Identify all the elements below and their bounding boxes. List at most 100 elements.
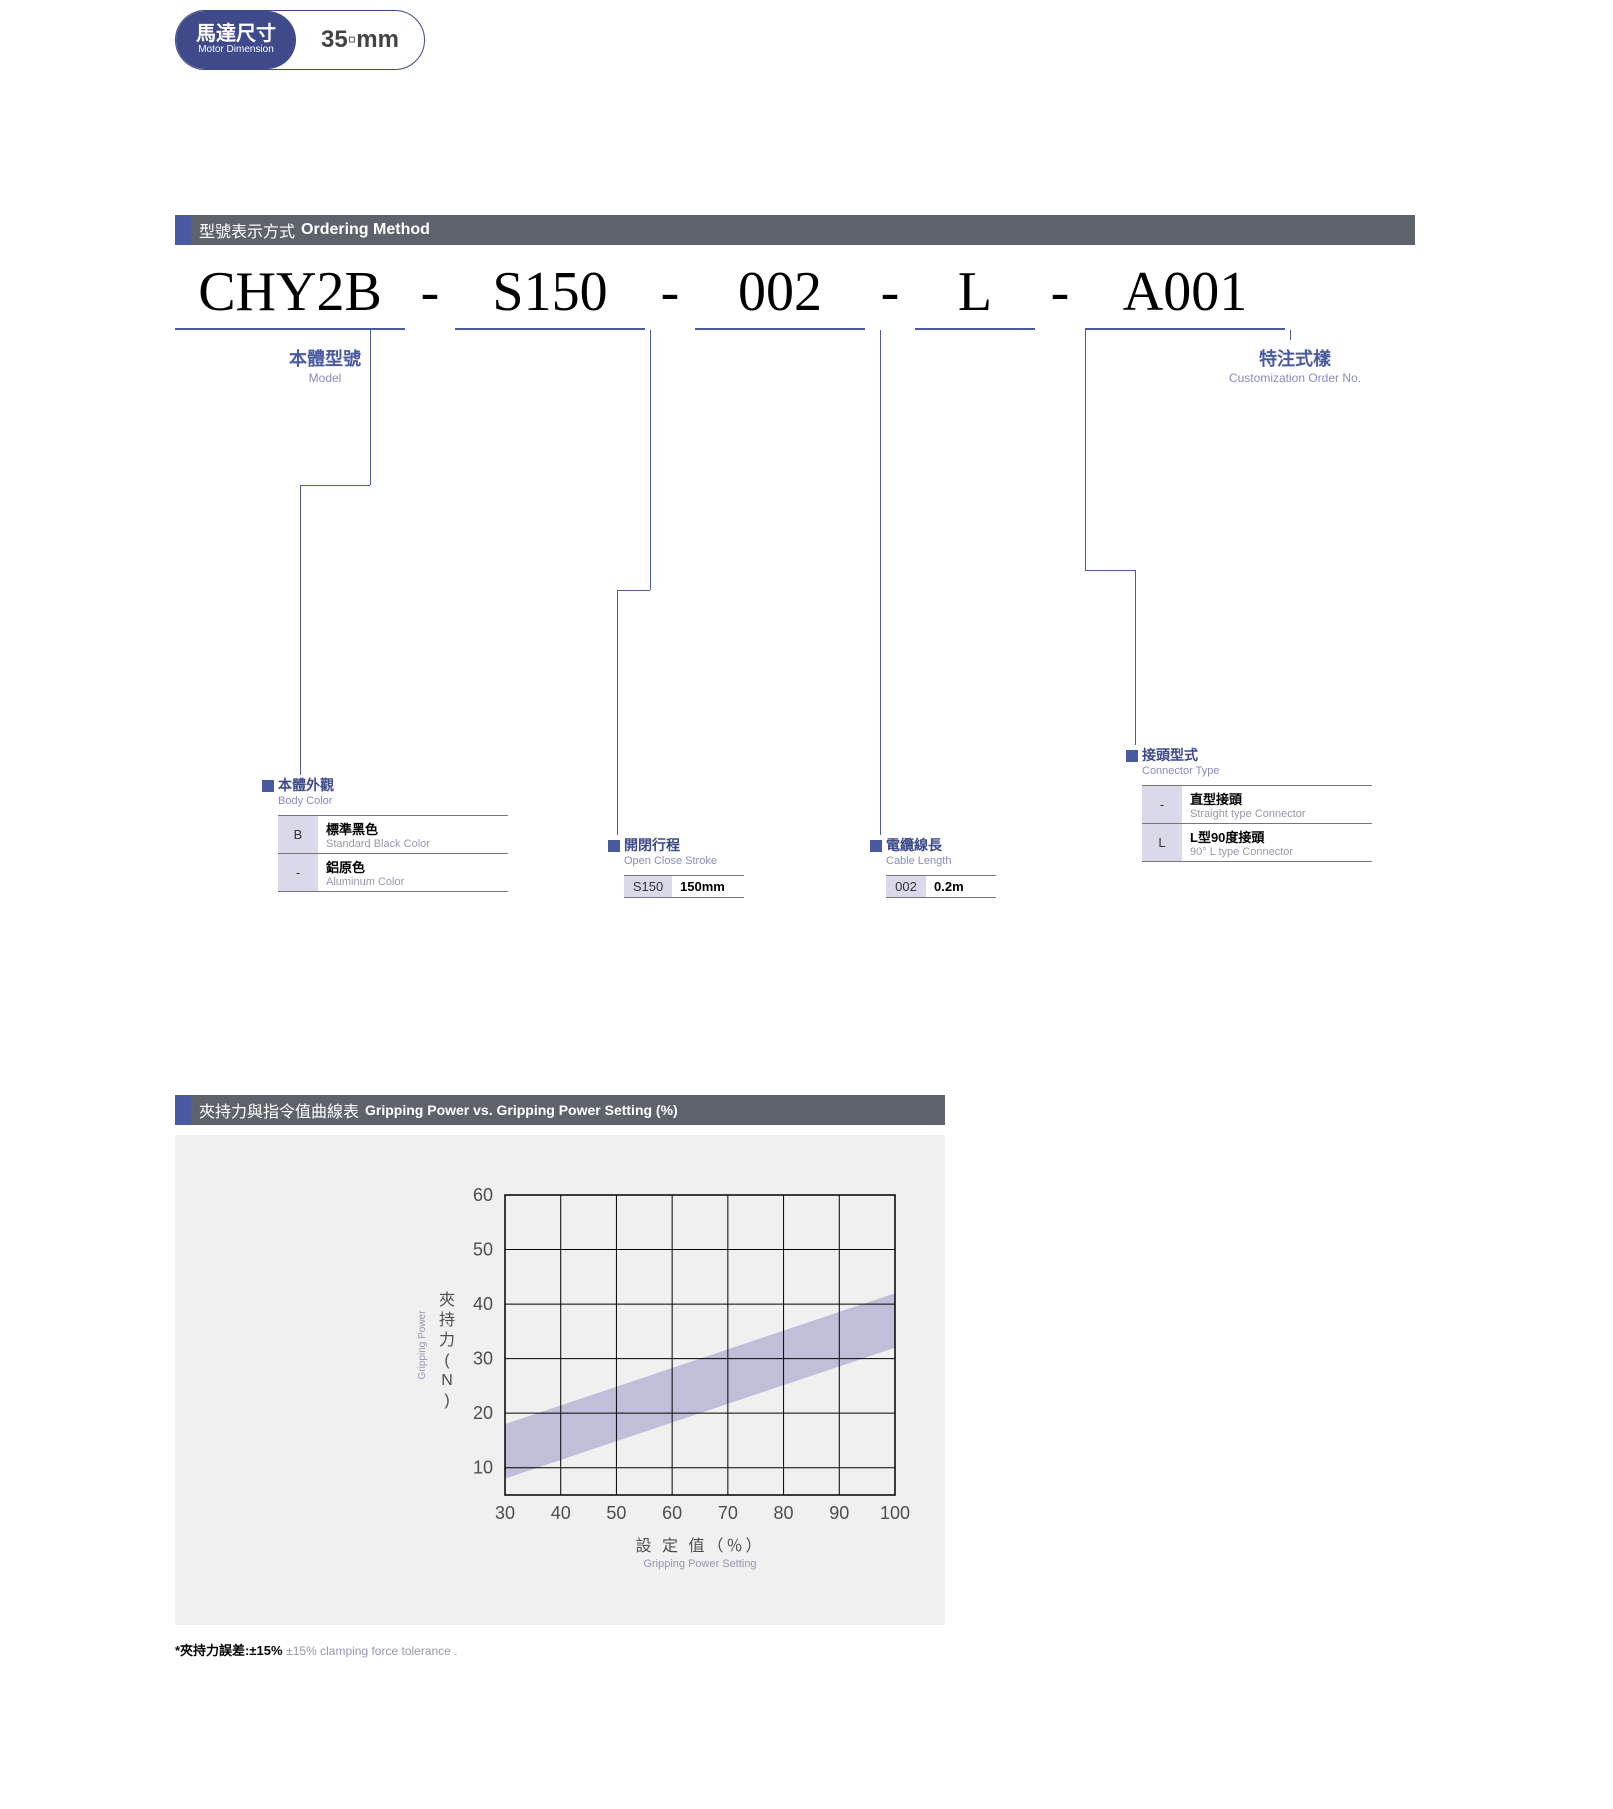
cell-key: S150 <box>624 876 672 898</box>
ordering-code: CHY2B - S150 - 002 - L - A001 <box>175 260 1415 330</box>
table-row: 002 0.2m <box>886 876 996 898</box>
svg-text:80: 80 <box>774 1503 794 1523</box>
cell-val: 鋁原色Aluminum Color <box>318 854 508 892</box>
table-body-color: B 標準黑色Standard Black Color - 鋁原色Aluminum… <box>278 815 508 892</box>
chart-note-zh: *夾持力誤差:±15% <box>175 1643 283 1658</box>
cell-val: 直型接頭Straight type Connector <box>1182 786 1372 824</box>
section-ordering-zh: 型號表示方式 <box>199 218 295 242</box>
body-color-zh: 本體外觀 <box>278 777 334 793</box>
cell-val: 150mm <box>672 876 744 898</box>
badge-zh: 馬達尺寸 <box>196 24 276 45</box>
table-connector: - 直型接頭Straight type Connector L L型90度接頭9… <box>1142 785 1372 862</box>
cell-key: - <box>278 854 318 892</box>
stroke-zh: 開閉行程 <box>624 837 680 853</box>
line <box>650 330 651 590</box>
code-stroke: S150 <box>455 260 645 330</box>
line <box>1290 330 1291 340</box>
line <box>1085 570 1135 571</box>
cell-key: - <box>1142 786 1182 824</box>
cell-val: 標準黑色Standard Black Color <box>318 816 508 854</box>
badge-label: 馬達尺寸 Motor Dimension <box>176 11 296 69</box>
title-stroke: 開閉行程 Open Close Stroke <box>608 835 717 867</box>
square-icon <box>1126 750 1138 762</box>
label-model-en: Model <box>250 371 400 385</box>
svg-text:100: 100 <box>880 1503 910 1523</box>
svg-text:力: 力 <box>439 1331 455 1349</box>
line <box>300 485 370 486</box>
table-stroke: S150 150mm <box>624 875 744 898</box>
code-sep: - <box>405 260 455 330</box>
svg-text:Gripping Power: Gripping Power <box>417 1310 428 1380</box>
label-custom: 特注式樣 Customization Order No. <box>1195 345 1395 385</box>
svg-text:): ) <box>444 1392 449 1409</box>
section-ordering-en: Ordering Method <box>301 221 430 239</box>
code-sep: - <box>645 260 695 330</box>
svg-text:20: 20 <box>473 1403 493 1423</box>
svg-text:60: 60 <box>473 1185 493 1205</box>
svg-text:持: 持 <box>439 1311 455 1329</box>
badge-en: Motor Dimension <box>198 45 274 56</box>
label-custom-en: Customization Order No. <box>1195 371 1395 385</box>
section-chart: 夾持力與指令值曲線表 Gripping Power vs. Gripping P… <box>175 1095 945 1125</box>
svg-text:40: 40 <box>551 1503 571 1523</box>
body-color-en: Body Color <box>278 795 334 807</box>
code-sep: - <box>865 260 915 330</box>
code-connector: L <box>915 260 1035 330</box>
svg-text:設 定 值（％）: 設 定 值（％） <box>636 1537 765 1555</box>
table-row: - 鋁原色Aluminum Color <box>278 854 508 892</box>
line <box>617 590 650 591</box>
cell-val: 0.2m <box>926 876 996 898</box>
line <box>1085 330 1086 570</box>
title-connector: 接頭型式 Connector Type <box>1126 745 1219 777</box>
cable-zh: 電纜線長 <box>886 837 942 853</box>
code-cable: 002 <box>695 260 865 330</box>
gripping-chart: 30 40 50 60 70 80 90 100 10 20 30 40 50 60 設 定 值（％） Gri… <box>175 1135 945 1625</box>
table-row: S150 150mm <box>624 876 744 898</box>
svg-text:10: 10 <box>473 1458 493 1478</box>
square-icon <box>870 840 882 852</box>
code-custom: A001 <box>1085 260 1285 330</box>
title-body-color: 本體外觀 Body Color <box>262 775 334 807</box>
code-sep: - <box>1035 260 1085 330</box>
connector-en: Connector Type <box>1142 765 1219 777</box>
label-model-zh: 本體型號 <box>289 349 361 369</box>
table-row: B 標準黑色Standard Black Color <box>278 816 508 854</box>
svg-text:夾: 夾 <box>439 1291 455 1309</box>
line <box>370 330 371 485</box>
svg-text:70: 70 <box>718 1503 738 1523</box>
accent-icon <box>175 215 191 245</box>
badge-value: 35▫mm <box>296 26 424 54</box>
section-chart-zh: 夾持力與指令值曲線表 <box>199 1098 359 1122</box>
table-row: - 直型接頭Straight type Connector <box>1142 786 1372 824</box>
label-model: 本體型號 Model <box>250 345 400 385</box>
square-icon <box>262 780 274 792</box>
line <box>617 590 618 835</box>
line <box>300 485 301 775</box>
cell-key: 002 <box>886 876 926 898</box>
svg-text:30: 30 <box>473 1349 493 1369</box>
svg-text:90: 90 <box>829 1503 849 1523</box>
table-cable: 002 0.2m <box>886 875 996 898</box>
label-custom-zh: 特注式樣 <box>1259 349 1331 369</box>
line <box>880 330 881 835</box>
connector-zh: 接頭型式 <box>1142 747 1198 763</box>
chart-note-en: ±15% clamping force tolerance . <box>286 1644 457 1658</box>
cable-en: Cable Length <box>886 855 951 867</box>
code-model: CHY2B <box>175 260 405 330</box>
svg-text:50: 50 <box>606 1503 626 1523</box>
chart-note: *夾持力誤差:±15% ±15% clamping force toleranc… <box>175 1640 458 1659</box>
cell-key: B <box>278 816 318 854</box>
cell-val: L型90度接頭90° L type Connector <box>1182 824 1372 862</box>
svg-text:50: 50 <box>473 1240 493 1260</box>
svg-text:N: N <box>441 1372 453 1389</box>
line <box>1135 570 1136 745</box>
section-ordering-method: 型號表示方式 Ordering Method <box>175 215 1415 245</box>
svg-text:60: 60 <box>662 1503 682 1523</box>
svg-text:30: 30 <box>495 1503 515 1523</box>
motor-dimension-badge: 馬達尺寸 Motor Dimension 35▫mm <box>175 10 425 70</box>
svg-text:40: 40 <box>473 1294 493 1314</box>
section-chart-en: Gripping Power vs. Gripping Power Settin… <box>365 1102 678 1118</box>
title-cable: 電纜線長 Cable Length <box>870 835 951 867</box>
cell-key: L <box>1142 824 1182 862</box>
square-icon <box>608 840 620 852</box>
